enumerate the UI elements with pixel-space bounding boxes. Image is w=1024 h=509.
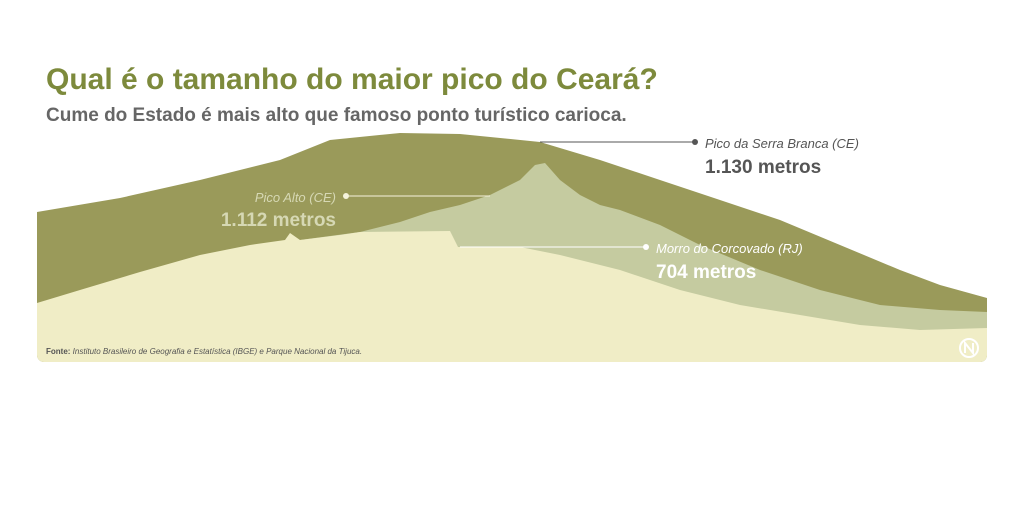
peak-name: Pico da Serra Branca (CE) bbox=[705, 136, 859, 151]
logo bbox=[959, 338, 979, 358]
subtitle: Cume do Estado é mais alto que famoso po… bbox=[46, 105, 627, 126]
leader-dot bbox=[343, 193, 349, 199]
peak-height: 1.130 metros bbox=[705, 157, 821, 178]
peak-name: Morro do Corcovado (RJ) bbox=[656, 241, 803, 256]
source: Fonte: Instituto Brasileiro de Geografia… bbox=[46, 347, 362, 356]
leader-dot bbox=[692, 139, 698, 145]
peak-name: Pico Alto (CE) bbox=[255, 190, 336, 205]
leader-dot bbox=[643, 244, 649, 250]
mountains bbox=[37, 133, 987, 362]
peak-height: 704 metros bbox=[656, 262, 756, 283]
title: Qual é o tamanho do maior pico do Ceará? bbox=[46, 63, 658, 96]
source-text: Instituto Brasileiro de Geografia e Esta… bbox=[73, 347, 362, 356]
peak-height: 1.112 metros bbox=[221, 210, 336, 231]
corcovado-shape bbox=[37, 231, 987, 362]
source-label: Fonte: bbox=[46, 347, 70, 356]
callouts: Pico da Serra Branca (CE) 1.130 metros P… bbox=[221, 136, 859, 283]
